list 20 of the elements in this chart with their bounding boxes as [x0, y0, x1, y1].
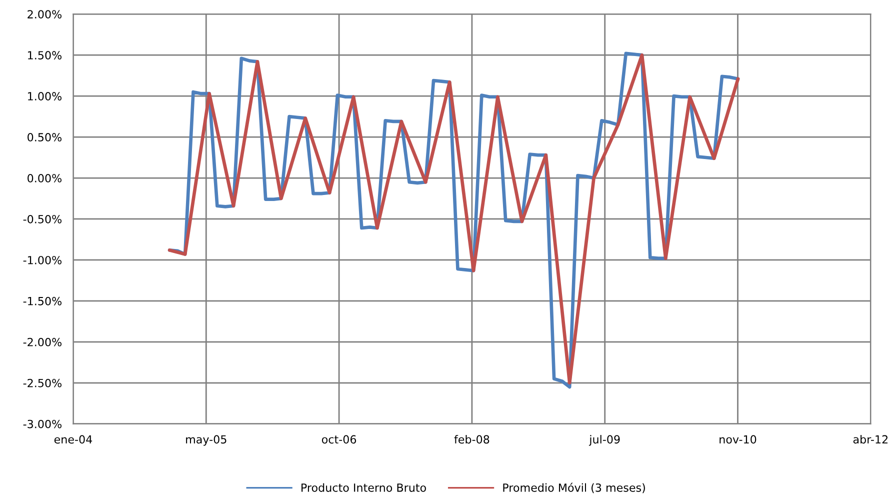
y-tick-label: 0.00%	[28, 174, 62, 182]
y-tick-label: -1.00%	[23, 256, 62, 264]
legend-label: Producto Interno Bruto	[302, 483, 426, 492]
x-tick-label: oct-06	[322, 435, 356, 444]
x-tick-label: jul-09	[588, 434, 620, 446]
x-tick-label: feb-08	[454, 434, 490, 444]
y-tick-label: 0.50%	[28, 133, 62, 142]
y-tick-label: -3.00%	[23, 420, 62, 428]
legend-label: Promedio Móvil (3 meses)	[503, 482, 645, 494]
y-tick-label: 1.50%	[28, 51, 62, 60]
y-tick-label: 1.00%	[28, 92, 62, 100]
y-tick-label: -0.50%	[23, 214, 62, 224]
y-tick-label: -1.50%	[23, 296, 62, 306]
y-tick-label: -2.50%	[23, 378, 62, 388]
y-tick-label: 2.00%	[28, 10, 62, 18]
x-tick-label: may-05	[186, 435, 226, 446]
x-tick-label: ene-04	[54, 435, 92, 444]
x-tick-label: nov-10	[720, 435, 756, 444]
x-tick-label: abr-12	[853, 434, 888, 444]
y-tick-label: -2.00%	[23, 338, 62, 346]
